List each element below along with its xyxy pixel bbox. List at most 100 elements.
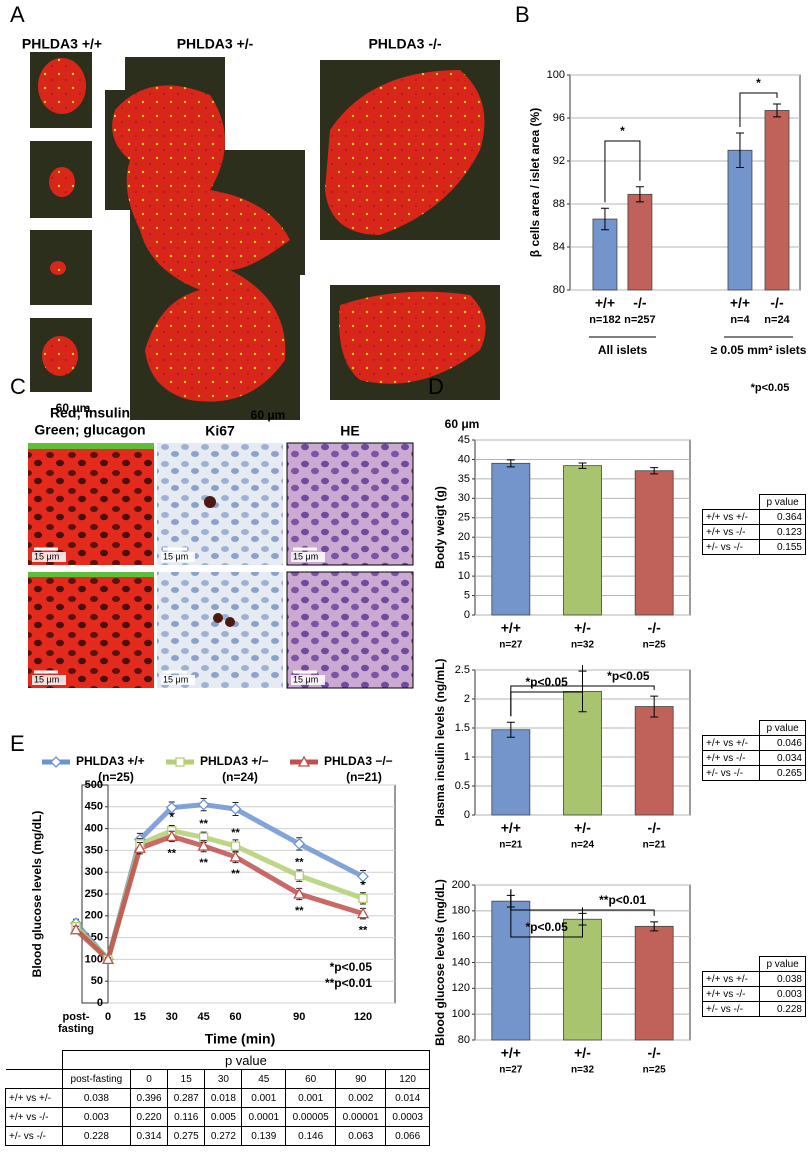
table-row: +/- vs -/- 0.228 bbox=[701, 1001, 806, 1017]
y-tick-label: 80 bbox=[458, 1034, 470, 1046]
y-tick-label: 2 bbox=[464, 693, 470, 705]
bar bbox=[491, 729, 531, 816]
scale-bar-label: 60 μm bbox=[445, 417, 480, 431]
scale-bar-bg bbox=[291, 675, 325, 685]
table-row: +/+ vs +/- 0.038 bbox=[701, 971, 806, 987]
x-tick-label: +/- bbox=[574, 620, 591, 636]
row-label: +/+ vs -/- bbox=[701, 524, 761, 540]
significance-mark: ** bbox=[231, 827, 240, 839]
data-point bbox=[294, 871, 304, 881]
x-tick-label-box: 15 bbox=[134, 1011, 146, 1023]
y-tick-label: 350 bbox=[85, 844, 103, 856]
n-label: n=32 bbox=[571, 640, 595, 651]
significance-bracket bbox=[739, 92, 778, 128]
error-bar bbox=[650, 467, 659, 475]
row-label: +/+ vs +/- bbox=[5, 1088, 63, 1108]
y-tick-label: 500 bbox=[85, 779, 103, 791]
scale-bar-bg bbox=[161, 675, 195, 685]
n-label: n=25 bbox=[643, 1065, 667, 1076]
y-tick-label: 450 bbox=[85, 801, 103, 813]
n-label: n=25 bbox=[643, 640, 667, 651]
row-label: +/+ vs -/- bbox=[701, 750, 761, 766]
row-label: +/- vs -/- bbox=[701, 539, 761, 555]
x-tick-label-box: 90 bbox=[293, 1011, 305, 1023]
table-row: +/+ vs +/- 0.038 0.396 0.287 0.018 0.001 0.001… bbox=[5, 1088, 430, 1108]
x-tick-label: +/+ bbox=[501, 1045, 521, 1061]
scale-bar-label: 15 μm bbox=[34, 674, 59, 684]
table-row: +/- vs -/- 0.155 bbox=[701, 539, 806, 555]
p-value: 0.0003 bbox=[385, 1107, 430, 1127]
row-label: +/- vs -/- bbox=[5, 1126, 63, 1146]
p-value: 0.003 bbox=[759, 986, 806, 1002]
n-label: n=21 bbox=[499, 840, 523, 851]
x-tick-label: +/- bbox=[574, 820, 591, 836]
p-value: 0.272 bbox=[204, 1126, 243, 1146]
table-header: p value bbox=[759, 494, 806, 510]
y-tick-label: 1 bbox=[464, 751, 470, 763]
panel-label: C bbox=[10, 374, 26, 399]
p-value: 0.123 bbox=[759, 524, 806, 540]
y-axis-label: Blood glucose levels (mg/dL) bbox=[30, 811, 44, 978]
y-tick-label: 200 bbox=[452, 879, 470, 891]
data-point bbox=[165, 801, 178, 814]
y-tick-label: 180 bbox=[452, 905, 470, 917]
table-corner bbox=[702, 720, 761, 736]
p-value: 0.038 bbox=[759, 971, 806, 987]
image-title: Green; glucagon bbox=[34, 422, 145, 438]
error-bar bbox=[506, 721, 515, 738]
scale-bar-bg bbox=[32, 552, 66, 562]
significance-mark: * bbox=[361, 879, 366, 891]
x-tick-label-box: 30 bbox=[166, 1011, 178, 1023]
x-tick-label: +/- bbox=[574, 1045, 591, 1061]
y-tick-label: 30 bbox=[458, 492, 470, 504]
scale-bar-bg bbox=[161, 552, 195, 562]
significance-mark: ** bbox=[295, 905, 304, 917]
n-label: n=32 bbox=[571, 1065, 595, 1076]
table-row: +/+ vs -/- 0.003 0.220 0.116 0.005 0.0001 0.00… bbox=[5, 1107, 430, 1127]
error-bar bbox=[600, 207, 609, 231]
significance-label: * bbox=[620, 124, 625, 138]
p-value: 0.003 bbox=[61, 1107, 131, 1127]
p-value: 0.005 bbox=[204, 1107, 243, 1127]
y-tick-label: 84 bbox=[553, 241, 565, 253]
x-tick-label: -/- bbox=[633, 295, 647, 311]
legend-label: PHLDA3 +/+ bbox=[76, 754, 145, 768]
row-label: +/+ vs -/- bbox=[701, 986, 761, 1002]
x-tick-label: 0 bbox=[104, 1011, 112, 1023]
y-tick-label: 0 bbox=[464, 809, 470, 821]
legend-n-label: (n=21) bbox=[346, 770, 382, 784]
column-header: 45 bbox=[241, 1069, 287, 1089]
data-point bbox=[197, 798, 210, 811]
x-tick-label: -/- bbox=[770, 295, 784, 311]
p-value: 0.0001 bbox=[241, 1107, 287, 1127]
panel-c-images bbox=[28, 442, 414, 689]
p-value-table: p value +/+ vs +/- 0.046 +/+ vs -/- 0.034 +/-… bbox=[701, 720, 806, 781]
x-axis-label: Time (min) bbox=[205, 1031, 276, 1047]
table-row: +/+ vs +/- 0.046 bbox=[701, 735, 806, 751]
y-tick-label: 100 bbox=[547, 69, 565, 81]
row-label: +/+ vs +/- bbox=[701, 971, 761, 987]
bar bbox=[634, 470, 674, 616]
p-value: 0.038 bbox=[61, 1088, 131, 1108]
image-title: PHLDA3 +/+ bbox=[22, 36, 102, 52]
significance-label: *p<0.05 bbox=[525, 920, 568, 934]
error-bar bbox=[650, 695, 659, 718]
p-value: 0.155 bbox=[759, 539, 806, 555]
panel-label: E bbox=[10, 731, 25, 756]
data-point bbox=[229, 850, 242, 862]
bar bbox=[491, 462, 531, 616]
p-value: 0.00001 bbox=[335, 1107, 387, 1127]
table-header: p value bbox=[61, 1050, 431, 1070]
significance-bracket bbox=[510, 685, 655, 717]
data-point bbox=[293, 887, 306, 899]
p-value: 0.396 bbox=[129, 1088, 169, 1108]
y-tick-label: 96 bbox=[553, 112, 565, 124]
x-tick-label: 60 bbox=[229, 1011, 242, 1023]
scale-bar-label: 60 μm bbox=[56, 401, 91, 415]
image-title: Ki67 bbox=[205, 423, 235, 439]
footnote: **p<0.01 bbox=[325, 976, 372, 990]
y-tick-label: 200 bbox=[85, 910, 103, 922]
panel-label: B bbox=[515, 2, 530, 27]
